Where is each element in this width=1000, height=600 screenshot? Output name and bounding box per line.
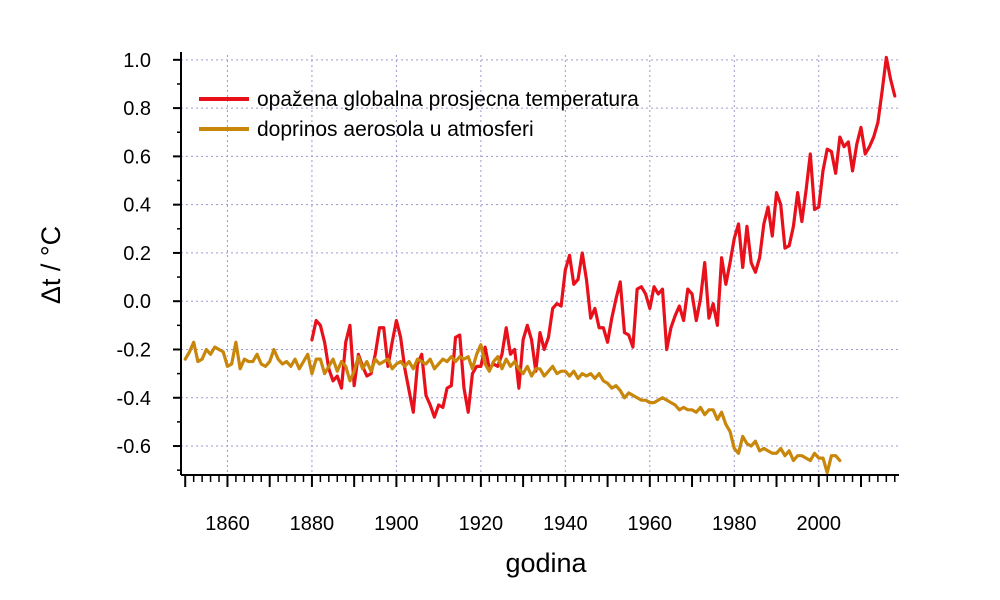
y-tick-label: 1.0 bbox=[123, 50, 151, 72]
series-line bbox=[310, 55, 897, 419]
series-line bbox=[183, 340, 842, 475]
x-tick-label: 2000 bbox=[797, 513, 842, 535]
y-tick-label: 0.0 bbox=[123, 291, 151, 313]
x-tick-label: 1920 bbox=[459, 513, 504, 535]
y-tick-label: -0.4 bbox=[117, 388, 151, 410]
x-tick-label: 1940 bbox=[543, 513, 588, 535]
x-tick-label: 1900 bbox=[374, 513, 419, 535]
y-tick-label: -0.2 bbox=[117, 339, 151, 361]
plot-series bbox=[183, 55, 897, 475]
x-axis-title: godina bbox=[505, 548, 587, 578]
x-tick-label: 1860 bbox=[205, 513, 250, 535]
x-tick-label: 1980 bbox=[712, 513, 757, 535]
tick-labels: -0.6 -0.4 -0.2 0.0 0.2 0.4 0.6 0.8 1.0 1860 1880 19… bbox=[117, 50, 841, 535]
y-axis-title: Δt / °C bbox=[36, 226, 66, 304]
legend-label: opažena globalna prosjecna temperatura bbox=[257, 88, 639, 111]
x-tick-label: 1960 bbox=[628, 513, 673, 535]
x-tick-label: 1880 bbox=[290, 513, 335, 535]
y-tick-label: 0.2 bbox=[123, 243, 151, 265]
legend-label: doprinos aerosola u atmosferi bbox=[257, 118, 534, 141]
legend: opažena globalna prosjecna temperatura do… bbox=[199, 88, 639, 141]
y-tick-label: -0.6 bbox=[117, 436, 151, 458]
y-tick-label: 0.8 bbox=[123, 98, 151, 120]
y-tick-label: 0.6 bbox=[123, 146, 151, 168]
y-tick-label: 0.4 bbox=[123, 195, 151, 217]
axes bbox=[173, 52, 899, 487]
